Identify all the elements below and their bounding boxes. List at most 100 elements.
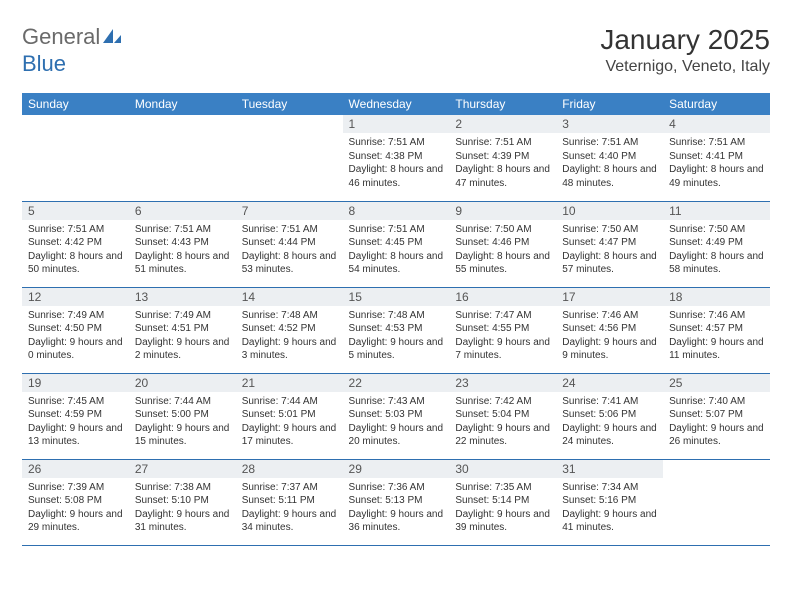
day-number: 11	[663, 202, 770, 220]
day-info: Sunrise: 7:48 AMSunset: 4:52 PMDaylight:…	[236, 306, 343, 367]
calendar-row: 19Sunrise: 7:45 AMSunset: 4:59 PMDayligh…	[22, 373, 770, 459]
weekday-header: Wednesday	[343, 93, 450, 115]
calendar-cell: 20Sunrise: 7:44 AMSunset: 5:00 PMDayligh…	[129, 373, 236, 459]
calendar-row: 5Sunrise: 7:51 AMSunset: 4:42 PMDaylight…	[22, 201, 770, 287]
day-number: 29	[343, 460, 450, 478]
day-number: 18	[663, 288, 770, 306]
day-number: 3	[556, 115, 663, 133]
day-number: 13	[129, 288, 236, 306]
calendar-cell: 21Sunrise: 7:44 AMSunset: 5:01 PMDayligh…	[236, 373, 343, 459]
day-info: Sunrise: 7:51 AMSunset: 4:45 PMDaylight:…	[343, 220, 450, 281]
day-number: 23	[449, 374, 556, 392]
calendar-cell: 8Sunrise: 7:51 AMSunset: 4:45 PMDaylight…	[343, 201, 450, 287]
weekday-header: Monday	[129, 93, 236, 115]
day-info: Sunrise: 7:51 AMSunset: 4:40 PMDaylight:…	[556, 133, 663, 194]
calendar-cell: 24Sunrise: 7:41 AMSunset: 5:06 PMDayligh…	[556, 373, 663, 459]
day-info: Sunrise: 7:38 AMSunset: 5:10 PMDaylight:…	[129, 478, 236, 539]
calendar-cell: 25Sunrise: 7:40 AMSunset: 5:07 PMDayligh…	[663, 373, 770, 459]
day-number: 10	[556, 202, 663, 220]
day-number: 1	[343, 115, 450, 133]
logo-sail-icon	[101, 25, 123, 51]
day-info: Sunrise: 7:42 AMSunset: 5:04 PMDaylight:…	[449, 392, 556, 453]
day-info: Sunrise: 7:51 AMSunset: 4:39 PMDaylight:…	[449, 133, 556, 194]
day-number: 6	[129, 202, 236, 220]
day-info: Sunrise: 7:51 AMSunset: 4:44 PMDaylight:…	[236, 220, 343, 281]
logo-text: GeneralBlue	[22, 24, 124, 77]
day-number: 16	[449, 288, 556, 306]
calendar-cell: 13Sunrise: 7:49 AMSunset: 4:51 PMDayligh…	[129, 287, 236, 373]
day-number: 26	[22, 460, 129, 478]
weekday-header: Saturday	[663, 93, 770, 115]
calendar-cell	[236, 115, 343, 201]
day-number: 22	[343, 374, 450, 392]
weekday-header: Sunday	[22, 93, 129, 115]
day-number: 9	[449, 202, 556, 220]
calendar-cell: 2Sunrise: 7:51 AMSunset: 4:39 PMDaylight…	[449, 115, 556, 201]
calendar-table: Sunday Monday Tuesday Wednesday Thursday…	[22, 93, 770, 546]
day-number: 5	[22, 202, 129, 220]
logo-general: General	[22, 24, 100, 49]
calendar-cell: 5Sunrise: 7:51 AMSunset: 4:42 PMDaylight…	[22, 201, 129, 287]
calendar-row: 12Sunrise: 7:49 AMSunset: 4:50 PMDayligh…	[22, 287, 770, 373]
day-number: 30	[449, 460, 556, 478]
calendar-cell: 18Sunrise: 7:46 AMSunset: 4:57 PMDayligh…	[663, 287, 770, 373]
calendar-cell: 29Sunrise: 7:36 AMSunset: 5:13 PMDayligh…	[343, 459, 450, 545]
day-number: 21	[236, 374, 343, 392]
day-info: Sunrise: 7:51 AMSunset: 4:38 PMDaylight:…	[343, 133, 450, 194]
day-info: Sunrise: 7:50 AMSunset: 4:46 PMDaylight:…	[449, 220, 556, 281]
logo: GeneralBlue	[22, 24, 124, 77]
day-info: Sunrise: 7:51 AMSunset: 4:43 PMDaylight:…	[129, 220, 236, 281]
month-title: January 2025	[600, 24, 770, 56]
calendar-cell: 15Sunrise: 7:48 AMSunset: 4:53 PMDayligh…	[343, 287, 450, 373]
day-info: Sunrise: 7:48 AMSunset: 4:53 PMDaylight:…	[343, 306, 450, 367]
day-info: Sunrise: 7:35 AMSunset: 5:14 PMDaylight:…	[449, 478, 556, 539]
calendar-cell: 1Sunrise: 7:51 AMSunset: 4:38 PMDaylight…	[343, 115, 450, 201]
calendar-cell: 7Sunrise: 7:51 AMSunset: 4:44 PMDaylight…	[236, 201, 343, 287]
day-number: 24	[556, 374, 663, 392]
calendar-cell: 31Sunrise: 7:34 AMSunset: 5:16 PMDayligh…	[556, 459, 663, 545]
calendar-cell: 16Sunrise: 7:47 AMSunset: 4:55 PMDayligh…	[449, 287, 556, 373]
calendar-cell: 19Sunrise: 7:45 AMSunset: 4:59 PMDayligh…	[22, 373, 129, 459]
day-number: 25	[663, 374, 770, 392]
day-info: Sunrise: 7:43 AMSunset: 5:03 PMDaylight:…	[343, 392, 450, 453]
calendar-cell: 12Sunrise: 7:49 AMSunset: 4:50 PMDayligh…	[22, 287, 129, 373]
calendar-cell	[22, 115, 129, 201]
header: GeneralBlue January 2025 Veternigo, Vene…	[22, 24, 770, 77]
calendar-cell: 11Sunrise: 7:50 AMSunset: 4:49 PMDayligh…	[663, 201, 770, 287]
calendar-cell	[129, 115, 236, 201]
calendar-row: 1Sunrise: 7:51 AMSunset: 4:38 PMDaylight…	[22, 115, 770, 201]
day-number: 20	[129, 374, 236, 392]
location: Veternigo, Veneto, Italy	[600, 58, 770, 76]
day-info: Sunrise: 7:39 AMSunset: 5:08 PMDaylight:…	[22, 478, 129, 539]
weekday-header: Friday	[556, 93, 663, 115]
day-number: 4	[663, 115, 770, 133]
calendar-cell: 9Sunrise: 7:50 AMSunset: 4:46 PMDaylight…	[449, 201, 556, 287]
calendar-row: 26Sunrise: 7:39 AMSunset: 5:08 PMDayligh…	[22, 459, 770, 545]
day-number: 2	[449, 115, 556, 133]
day-number: 7	[236, 202, 343, 220]
day-number: 27	[129, 460, 236, 478]
calendar-cell: 23Sunrise: 7:42 AMSunset: 5:04 PMDayligh…	[449, 373, 556, 459]
day-info: Sunrise: 7:49 AMSunset: 4:51 PMDaylight:…	[129, 306, 236, 367]
calendar-cell: 4Sunrise: 7:51 AMSunset: 4:41 PMDaylight…	[663, 115, 770, 201]
calendar-cell: 14Sunrise: 7:48 AMSunset: 4:52 PMDayligh…	[236, 287, 343, 373]
day-number: 14	[236, 288, 343, 306]
day-number: 17	[556, 288, 663, 306]
day-info: Sunrise: 7:40 AMSunset: 5:07 PMDaylight:…	[663, 392, 770, 453]
day-info: Sunrise: 7:45 AMSunset: 4:59 PMDaylight:…	[22, 392, 129, 453]
calendar-cell: 26Sunrise: 7:39 AMSunset: 5:08 PMDayligh…	[22, 459, 129, 545]
calendar-cell: 3Sunrise: 7:51 AMSunset: 4:40 PMDaylight…	[556, 115, 663, 201]
calendar-cell: 30Sunrise: 7:35 AMSunset: 5:14 PMDayligh…	[449, 459, 556, 545]
day-info: Sunrise: 7:44 AMSunset: 5:01 PMDaylight:…	[236, 392, 343, 453]
day-info: Sunrise: 7:46 AMSunset: 4:57 PMDaylight:…	[663, 306, 770, 367]
day-info: Sunrise: 7:44 AMSunset: 5:00 PMDaylight:…	[129, 392, 236, 453]
weekday-header: Thursday	[449, 93, 556, 115]
logo-blue: Blue	[22, 51, 66, 76]
day-number: 28	[236, 460, 343, 478]
calendar-cell: 17Sunrise: 7:46 AMSunset: 4:56 PMDayligh…	[556, 287, 663, 373]
day-info: Sunrise: 7:47 AMSunset: 4:55 PMDaylight:…	[449, 306, 556, 367]
calendar-cell: 28Sunrise: 7:37 AMSunset: 5:11 PMDayligh…	[236, 459, 343, 545]
day-info: Sunrise: 7:50 AMSunset: 4:49 PMDaylight:…	[663, 220, 770, 281]
weekday-header: Tuesday	[236, 93, 343, 115]
day-info: Sunrise: 7:51 AMSunset: 4:41 PMDaylight:…	[663, 133, 770, 194]
